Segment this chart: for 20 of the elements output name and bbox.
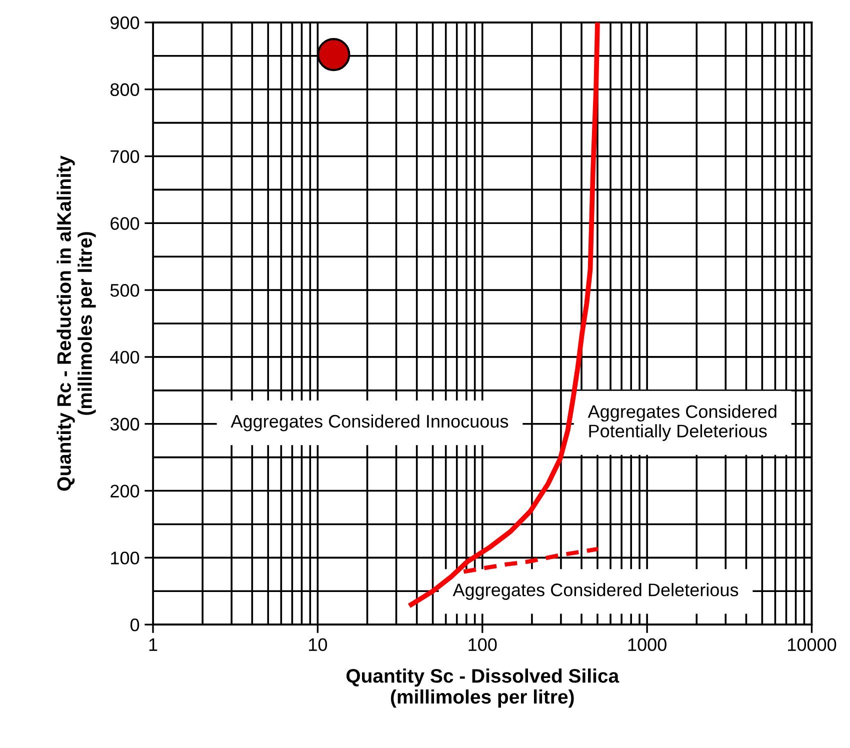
x-tick-label: 10000 bbox=[788, 638, 836, 652]
annotation: Aggregates Considered Potentially Deleterious bbox=[588, 404, 776, 442]
y-tick-label: 300 bbox=[110, 418, 140, 431]
y-tick-label: 200 bbox=[110, 484, 140, 498]
y-tick-label: 400 bbox=[110, 350, 140, 364]
y-tick-label: 700 bbox=[110, 150, 140, 163]
annotation: Aggregates Considered Deleterious bbox=[452, 583, 738, 600]
x-tick-label: 1 bbox=[149, 638, 158, 651]
y-tick-label: 900 bbox=[110, 16, 140, 30]
y-tick-label: 600 bbox=[110, 217, 140, 230]
x-tick-label: 100 bbox=[468, 638, 497, 652]
annotation: Aggregates Considered Innocuous bbox=[230, 414, 508, 432]
y-tick-label: 500 bbox=[110, 284, 140, 297]
x-tick-label: 10 bbox=[309, 638, 328, 652]
y-tick-label: 800 bbox=[110, 83, 140, 96]
x-axis-title: Quantity Sc - Dissolved Silica (millimoles per litre) bbox=[346, 668, 620, 708]
y-tick-label: 0 bbox=[130, 618, 140, 632]
x-tick-label: 1000 bbox=[628, 638, 666, 652]
y-tick-label: 100 bbox=[111, 552, 140, 564]
y-axis-title: Quantity Rc - Reduction in alKalinity (millimoles per litre) bbox=[56, 156, 96, 491]
